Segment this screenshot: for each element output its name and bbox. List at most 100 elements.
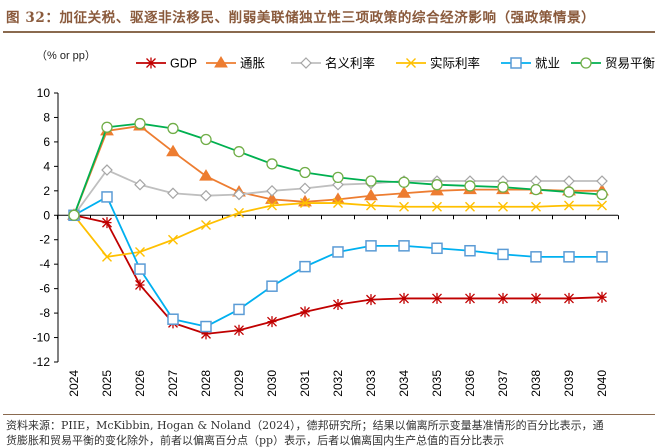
data-point	[596, 175, 608, 187]
legend-marker	[406, 58, 416, 68]
data-point	[365, 240, 377, 252]
data-point	[266, 158, 278, 170]
data-point	[366, 294, 376, 306]
y-axis-unit-label: （% or pp）	[36, 50, 96, 62]
x-tick-label: 2037	[496, 370, 510, 397]
x-tick-label: 2034	[397, 370, 411, 397]
x-tick-label: 2032	[331, 370, 345, 397]
chart-series	[67, 117, 609, 340]
series-0	[69, 209, 607, 340]
data-point	[431, 242, 443, 255]
x-tick-label: 2036	[463, 370, 477, 397]
series-line	[73, 214, 603, 335]
data-point	[531, 292, 541, 304]
x-tick-label: 2024	[67, 370, 81, 397]
data-point	[167, 187, 179, 200]
x-tick-label: 2033	[364, 370, 378, 397]
series-5	[68, 117, 608, 221]
chart-legend: GDP 通胀 名义利率 实际利率 就业 贸易平衡	[136, 56, 655, 71]
source-note-line-1: 资料来源：PIIE，McKibbin, Hogan & Noland（2024）…	[6, 419, 604, 432]
data-point	[134, 263, 146, 275]
data-point	[201, 220, 211, 231]
series-4	[68, 191, 608, 333]
line-chart: GDP 通胀 名义利率 实际利率 就业 贸易平衡 10 8 6 4 2 0 -2 -4 -6 -8 -10 -1…	[33, 56, 655, 397]
data-point	[300, 198, 310, 209]
legend-item: 实际利率	[396, 56, 480, 71]
y-tick-label: 6	[43, 135, 50, 149]
x-tick-label: 2038	[529, 370, 543, 397]
legend-label: 实际利率	[430, 56, 480, 71]
data-point	[267, 200, 277, 211]
data-point	[564, 292, 574, 304]
data-point	[267, 316, 277, 328]
legend-label: 贸易平衡	[605, 57, 655, 71]
data-point	[530, 183, 542, 196]
data-point	[530, 251, 542, 263]
data-point	[266, 280, 278, 292]
y-tick-label: 8	[43, 110, 50, 124]
legend-marker	[214, 56, 228, 68]
x-tick-label: 2025	[100, 370, 114, 397]
data-point	[364, 188, 378, 201]
data-point	[563, 251, 575, 263]
data-point	[200, 133, 212, 146]
data-point	[597, 200, 607, 211]
data-point	[398, 240, 410, 252]
chart-axes: 10 8 6 4 2 0 -2 -4 -6 -8 -10 -12 2024 2025 2026 2027 202…	[33, 86, 619, 397]
data-point	[168, 234, 178, 245]
data-point	[464, 244, 476, 257]
legend-label: 就业	[535, 56, 560, 71]
data-point	[397, 186, 411, 198]
data-point	[265, 192, 279, 204]
data-point	[596, 251, 608, 263]
data-point	[134, 178, 146, 191]
data-point	[432, 201, 442, 212]
y-tick-label: 0	[43, 208, 50, 222]
data-point	[200, 320, 212, 333]
x-tick-label: 2027	[166, 370, 180, 397]
data-point	[266, 184, 278, 197]
legend-marker	[146, 57, 156, 69]
data-point	[333, 299, 343, 311]
data-point	[564, 200, 574, 211]
legend-label: GDP	[170, 57, 197, 71]
x-tick-label: 2031	[298, 370, 312, 397]
data-point	[101, 164, 113, 176]
data-point	[234, 207, 244, 218]
data-point	[135, 279, 145, 291]
x-tick-label: 2039	[562, 370, 576, 397]
title-divider	[3, 31, 655, 33]
legend-item: 名义利率	[291, 56, 375, 71]
data-point	[299, 260, 311, 273]
data-point	[399, 201, 409, 212]
legend-label: 名义利率	[325, 56, 375, 71]
data-point	[366, 200, 376, 211]
x-tick-label: 2026	[133, 370, 147, 397]
series-3	[69, 198, 607, 262]
data-point	[465, 201, 475, 212]
legend-label: 通胀	[240, 57, 266, 71]
x-tick-label: 2035	[430, 370, 444, 397]
data-point	[299, 166, 311, 179]
data-point	[102, 217, 112, 229]
legend-item: 就业	[501, 56, 560, 71]
legend-item: GDP	[136, 57, 197, 71]
data-point	[201, 328, 211, 340]
y-tick-label: -10	[33, 331, 51, 345]
x-tick-label: 2029	[232, 370, 246, 397]
source-note: 资料来源：PIIE，McKibbin, Hogan & Noland（2024）…	[6, 418, 656, 448]
data-point	[199, 169, 213, 181]
data-point	[465, 292, 475, 304]
data-point	[167, 122, 179, 135]
data-point	[134, 117, 146, 130]
data-point	[563, 175, 575, 187]
data-point	[101, 121, 113, 133]
x-tick-label: 2030	[265, 370, 279, 397]
data-point	[597, 291, 607, 303]
data-point	[102, 251, 112, 262]
y-tick-label: -4	[39, 257, 50, 271]
legend-marker	[510, 57, 522, 69]
data-point	[464, 180, 476, 192]
figure-title: 图 32：加征关税、驱逐非法移民、削弱美联储独立性三项政策的综合经济影响（强政策…	[6, 10, 596, 26]
x-tick-label: 2040	[595, 370, 609, 397]
